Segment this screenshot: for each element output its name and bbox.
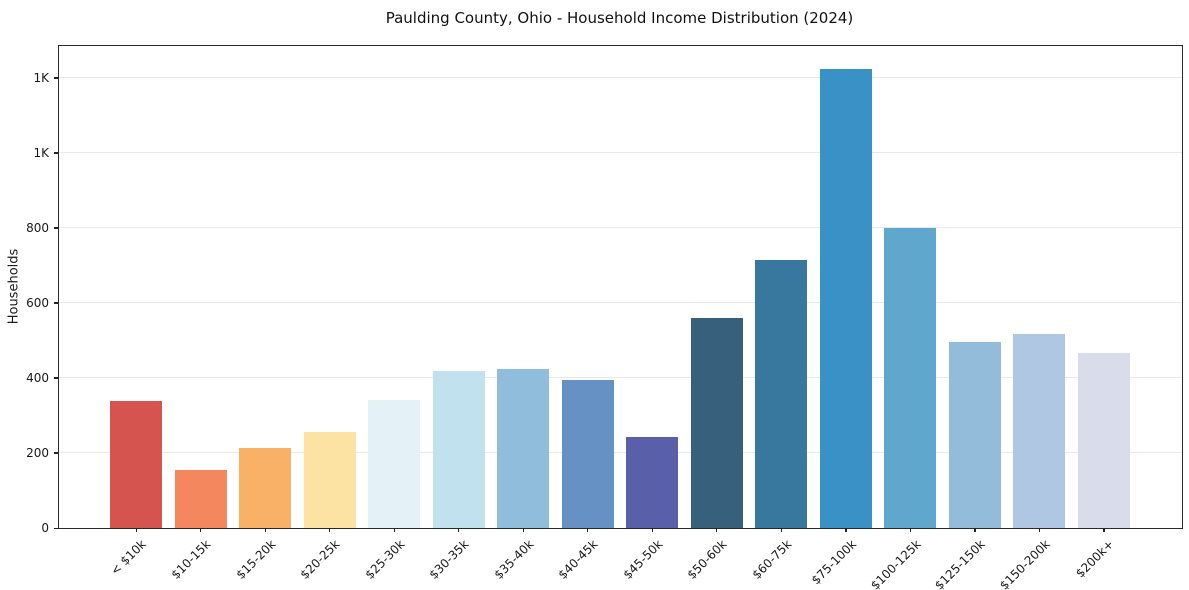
- x-tick-label-text: $50-60k: [684, 537, 730, 582]
- x-tick-mark: [264, 528, 266, 532]
- bar-$125-150k: [948, 341, 1001, 528]
- x-tick-label-text: $35-40k: [491, 537, 537, 582]
- gridline: [59, 452, 1182, 454]
- x-tick-mark: [522, 528, 524, 532]
- x-tick-mark: [845, 528, 847, 532]
- x-tick-mark: [393, 528, 395, 532]
- bar-$100-125k: [884, 228, 937, 528]
- y-tick-label-text: 200: [26, 445, 49, 460]
- x-tick-mark: [329, 528, 331, 532]
- y-tick-label-text: 600: [26, 295, 49, 310]
- bar-< $10k: [110, 401, 162, 528]
- x-tick-label-text: $45-50k: [620, 537, 666, 582]
- bar-$75-100k: [819, 68, 872, 528]
- x-tick-mark: [780, 528, 782, 532]
- bar-$45-50k: [626, 436, 679, 528]
- x-tick-mark: [716, 528, 718, 532]
- chart-title: Paulding County, Ohio - Household Income…: [385, 9, 854, 27]
- x-tick-label-text: $10-15k: [168, 537, 214, 582]
- bar-$50-60k: [690, 317, 743, 528]
- x-tick-label-text: $75-100k: [808, 537, 859, 588]
- x-tick-label-text: $60-75k: [749, 537, 795, 582]
- y-tick-label-text: 1K: [33, 145, 49, 160]
- gridline: [59, 377, 1182, 379]
- x-tick-label-text: $125-150k: [932, 537, 988, 590]
- bar-$40-45k: [561, 380, 614, 528]
- gridline: [59, 77, 1182, 79]
- y-tick-mark: [54, 527, 58, 529]
- x-tick-mark: [587, 528, 589, 532]
- bar-$200k+: [1077, 353, 1130, 528]
- bar-$25-30k: [368, 400, 421, 528]
- bar-$60-75k: [755, 259, 808, 528]
- x-tick-label-text: $25-30k: [362, 537, 408, 582]
- bar-$30-35k: [432, 370, 485, 528]
- gridline: [59, 302, 1182, 304]
- gridline: [59, 152, 1182, 154]
- y-tick-mark: [54, 77, 58, 79]
- x-tick-label-text: < $10k: [108, 537, 149, 578]
- x-tick-mark: [200, 528, 202, 532]
- x-tick-mark: [135, 528, 137, 532]
- x-tick-label-text: $15-20k: [233, 537, 278, 582]
- bar-$20-25k: [303, 431, 356, 528]
- y-tick-label-text: 1K: [33, 70, 49, 85]
- x-tick-mark: [974, 528, 976, 532]
- bar-$150-200k: [1013, 334, 1066, 528]
- x-tick-label-text: $30-35k: [426, 537, 472, 582]
- y-axis-label: Households: [6, 248, 22, 324]
- x-tick-label-text: $40-45k: [555, 537, 601, 582]
- x-tick-label-text: $150-200k: [996, 537, 1053, 590]
- gridline: [59, 227, 1182, 229]
- y-tick-label-text: 800: [26, 220, 49, 235]
- y-tick-label-text: 400: [26, 370, 49, 385]
- y-tick-mark: [54, 452, 58, 454]
- x-tick-mark: [1103, 528, 1105, 532]
- x-tick-mark: [651, 528, 653, 532]
- y-tick-mark: [54, 152, 58, 154]
- x-tick-label-text: $100-125k: [867, 537, 924, 590]
- bar-$15-20k: [239, 448, 292, 528]
- y-tick-label-text: 0: [41, 521, 49, 535]
- x-tick-label-text: $200k+: [1073, 537, 1117, 581]
- bar-$35-40k: [497, 369, 550, 528]
- x-tick-label-text: $20-25k: [297, 537, 343, 582]
- y-tick-mark: [54, 377, 58, 379]
- bar-$10-15k: [174, 469, 227, 528]
- plot-area: 0 200 400 600 800 1K 1K < $10k $10-15k $15-20k $2…: [26, 45, 1183, 590]
- y-tick-mark: [54, 302, 58, 304]
- x-tick-mark: [909, 528, 912, 532]
- y-axis-label-wrap: Households: [6, 45, 22, 527]
- y-tick-mark: [54, 227, 58, 229]
- x-tick-mark: [1038, 528, 1041, 532]
- x-tick-mark: [458, 528, 460, 532]
